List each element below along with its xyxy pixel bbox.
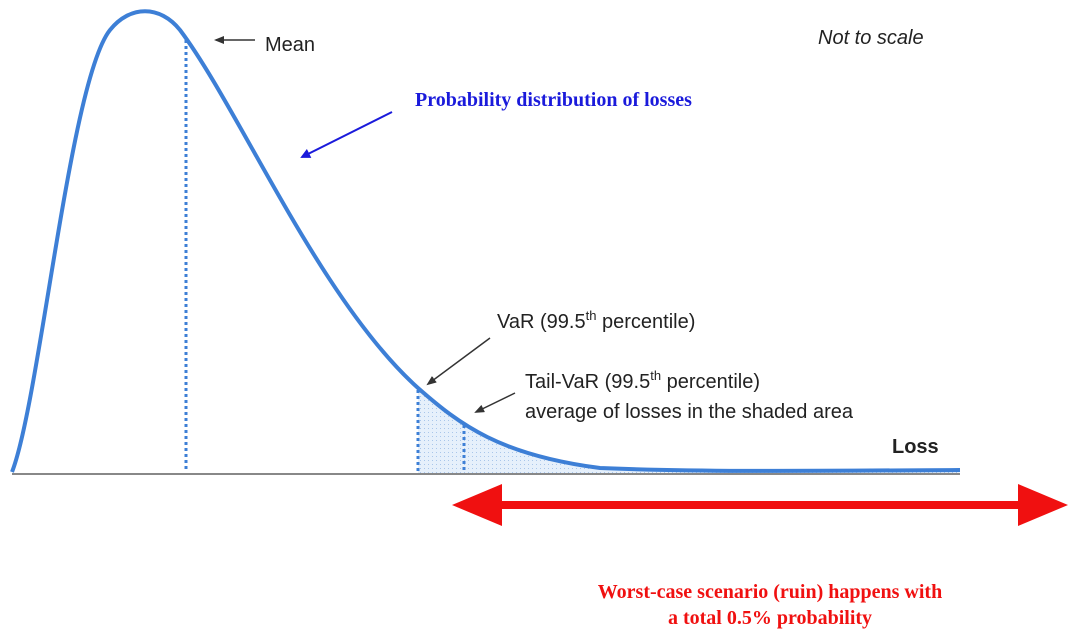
worst-case-line: a total 0.5% probability (668, 607, 872, 629)
worst-case-arrow (452, 484, 1068, 526)
var-label: VaR (99.5th percentile) (497, 308, 695, 333)
distribution-curve (10, 9, 961, 473)
tail-var-sup: th (650, 368, 661, 383)
note: Not to scale (818, 27, 924, 49)
var-pre: VaR (99.5 (497, 311, 586, 333)
axis-label: Loss (892, 436, 939, 458)
tail-var-label: Tail-VaR (99.5th percentile) (525, 368, 760, 393)
var-arrow (426, 337, 491, 386)
mean-label: Mean (265, 34, 315, 56)
tail-var-desc: average of losses in the shaded area (525, 401, 854, 423)
tail-var-pre: Tail-VaR (99.5 (525, 371, 650, 393)
var-sup: th (586, 308, 597, 323)
worst-case-line: Worst-case scenario (ruin) happens with (598, 581, 942, 603)
tail-var-arrow (474, 392, 516, 413)
shaded-tail (418, 388, 960, 474)
distribution-arrow (300, 111, 393, 158)
tail-var-post: percentile) (661, 371, 760, 393)
var-post: percentile) (596, 311, 695, 333)
distribution-label: Probability distribution of losses (415, 89, 692, 111)
